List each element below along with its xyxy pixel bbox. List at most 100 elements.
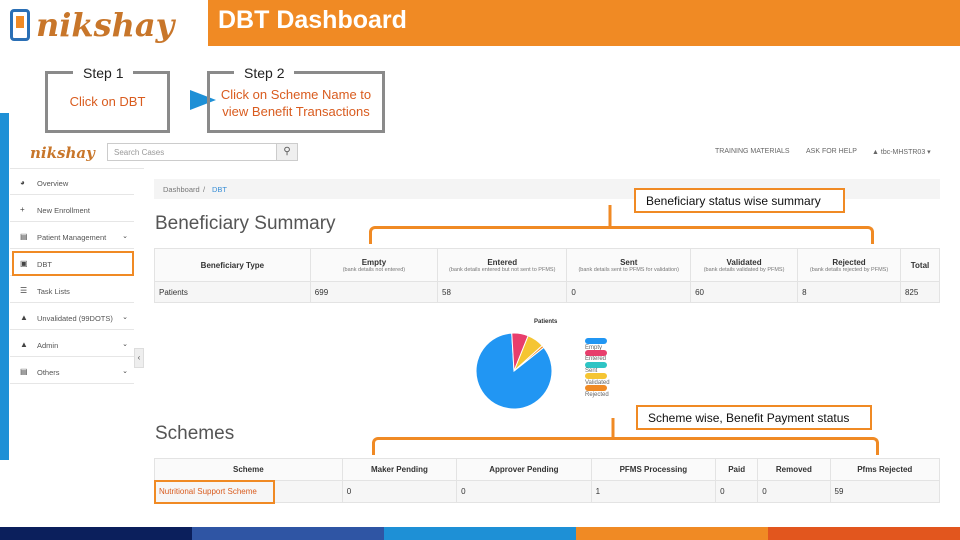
legend-label: Entered — [585, 356, 607, 363]
legend-swatch — [585, 385, 607, 392]
nav-user-menu[interactable]: ▲ tbc-MHSTR03 ▾ — [872, 149, 931, 156]
search-icon: ⚲ — [283, 146, 291, 157]
breadcrumb-home[interactable]: Dashboard — [163, 185, 200, 194]
header-sent-sub: (bank details sent to PFMS for validatio… — [578, 266, 680, 273]
cell-total: 825 — [899, 281, 941, 303]
header-maker-pending: Maker Pending — [341, 458, 458, 481]
sidebar-collapse-button[interactable]: ‹ — [134, 348, 144, 368]
legend-item-validated: Validated — [585, 373, 611, 386]
legend-item-entered: Entered — [585, 349, 611, 363]
beneficiary-bracket — [369, 226, 874, 244]
header-empty-label: Empty — [361, 257, 387, 267]
step2-text: Click on Scheme Name to view Benefit Tra… — [220, 87, 372, 119]
sidebar-item-task-lists[interactable]: ☰ Task Lists — [10, 277, 134, 303]
cell-beneficiary-type: Patients — [154, 281, 311, 303]
warning-icon: ▲ — [20, 313, 28, 322]
legend-swatch — [585, 349, 607, 356]
beneficiary-table: Beneficiary Type Empty (bank details not … — [154, 248, 941, 303]
legend-swatch — [585, 373, 607, 380]
scheme-bracket — [372, 437, 879, 455]
nav-ask-for-help[interactable]: ASK FOR HELP — [806, 148, 857, 155]
footer-segment — [768, 527, 960, 540]
header-total: Total — [899, 248, 941, 282]
cell-approver-pending: 0 — [456, 480, 592, 503]
legend-item-empty: Empty — [585, 338, 611, 351]
legend-item-sent: Sent — [585, 361, 611, 375]
sidebar-item-unvalidated[interactable]: ▲ Unvalidated (99DOTS) ⌄ — [10, 304, 134, 330]
legend-label: Sent — [585, 368, 598, 375]
footer-segment — [0, 527, 193, 540]
search-placeholder: Search Cases — [114, 148, 165, 157]
app-logo[interactable]: nikshay — [30, 144, 95, 162]
sidebar-item-admin[interactable]: ▲ Admin ⌄ — [10, 331, 134, 357]
callout-pointer-icon — [611, 418, 615, 440]
scheme-highlight — [154, 480, 275, 504]
header-approver-pending: Approver Pending — [456, 458, 592, 481]
cell-paid: 0 — [715, 480, 759, 503]
sidebar-item-new-enrollment[interactable]: + New Enrollment — [10, 196, 134, 222]
header-validated-sub: (bank details validated by PFMS) — [703, 266, 785, 273]
search-input[interactable]: Search Cases — [107, 143, 297, 161]
step2-label: Step 2 — [234, 65, 295, 81]
cell-pfms-processing: 1 — [590, 480, 717, 503]
cell-removed: 0 — [757, 480, 831, 503]
header-sent: Sent (bank details sent to PFMS for valid… — [566, 248, 692, 282]
header-rejected: Rejected (bank details rejected by PFMS) — [797, 248, 901, 282]
header-paid: Paid — [715, 458, 759, 481]
accent-bar — [0, 113, 9, 460]
legend-label: Rejected — [585, 391, 609, 398]
dbt-highlight — [12, 251, 134, 276]
sidebar-item-patient-management[interactable]: ▤ Patient Management ⌄ — [10, 223, 134, 249]
nav-training-materials[interactable]: TRAINING MATERIALS — [715, 148, 790, 155]
sidebar-item-label: New Enrollment — [37, 206, 90, 215]
search-button[interactable]: ⚲ — [276, 143, 298, 161]
chart-title: Patients — [534, 319, 558, 325]
header-rejected-label: Rejected — [832, 257, 866, 267]
schemes-heading: Schemes — [155, 423, 235, 444]
header-pfms-rejected: Pfms Rejected — [829, 458, 941, 481]
step1-label: Step 1 — [73, 65, 134, 81]
beneficiary-callout: Beneficiary status wise summary — [634, 188, 845, 213]
header-sent-label: Sent — [620, 257, 638, 267]
chevron-down-icon: ⌄ — [122, 341, 128, 348]
content-area — [144, 168, 940, 513]
scheme-callout: Scheme wise, Benefit Payment status — [636, 405, 872, 430]
cell-sent: 0 — [566, 281, 692, 303]
header-removed: Removed — [757, 458, 831, 481]
arrow-right-icon — [190, 90, 216, 110]
footer-segment — [384, 527, 577, 540]
dashboard-icon: ◕ — [20, 178, 25, 187]
slide-title: DBT Dashboard — [208, 0, 960, 46]
plus-icon: + — [20, 205, 25, 214]
header-entered: Entered (bank details entered but not sen… — [437, 248, 568, 282]
folder-icon: ▤ — [20, 367, 28, 376]
cell-empty: 699 — [309, 281, 439, 303]
sidebar-item-label: Patient Management — [37, 233, 107, 242]
header-empty: Empty (bank details not entered) — [309, 248, 439, 282]
cell-validated: 60 — [690, 281, 799, 303]
clipboard-icon: ▤ — [20, 232, 28, 241]
chevron-down-icon: ⌄ — [122, 368, 128, 375]
pie-chart — [475, 332, 553, 410]
user-icon: ▲ — [20, 340, 28, 349]
header-entered-label: Entered — [487, 257, 518, 267]
sidebar-item-others[interactable]: ▤ Others ⌄ — [10, 358, 134, 384]
cell-pfms-rejected: 59 — [829, 480, 941, 503]
sidebar-item-overview[interactable]: ◕ Overview — [10, 169, 134, 195]
header-beneficiary-type: Beneficiary Type — [154, 248, 311, 282]
chevron-down-icon: ⌄ — [122, 233, 128, 240]
legend-label: Empty — [585, 344, 603, 351]
cell-maker-pending: 0 — [341, 480, 458, 503]
sidebar-item-label: Task Lists — [37, 287, 70, 296]
sidebar-item-label: Admin — [37, 341, 59, 350]
sidebar-item-label: Others — [37, 368, 60, 377]
brand-text: nikshay — [36, 6, 175, 44]
header-entered-sub: (bank details entered but not sent to PF… — [449, 266, 556, 273]
phone-icon — [10, 9, 30, 41]
footer-segment — [192, 527, 385, 540]
list-icon: ☰ — [20, 286, 28, 295]
cell-entered: 58 — [437, 281, 568, 303]
step2-box — [207, 71, 385, 133]
header-empty-sub: (bank details not entered) — [342, 266, 406, 273]
legend-swatch — [585, 338, 607, 344]
